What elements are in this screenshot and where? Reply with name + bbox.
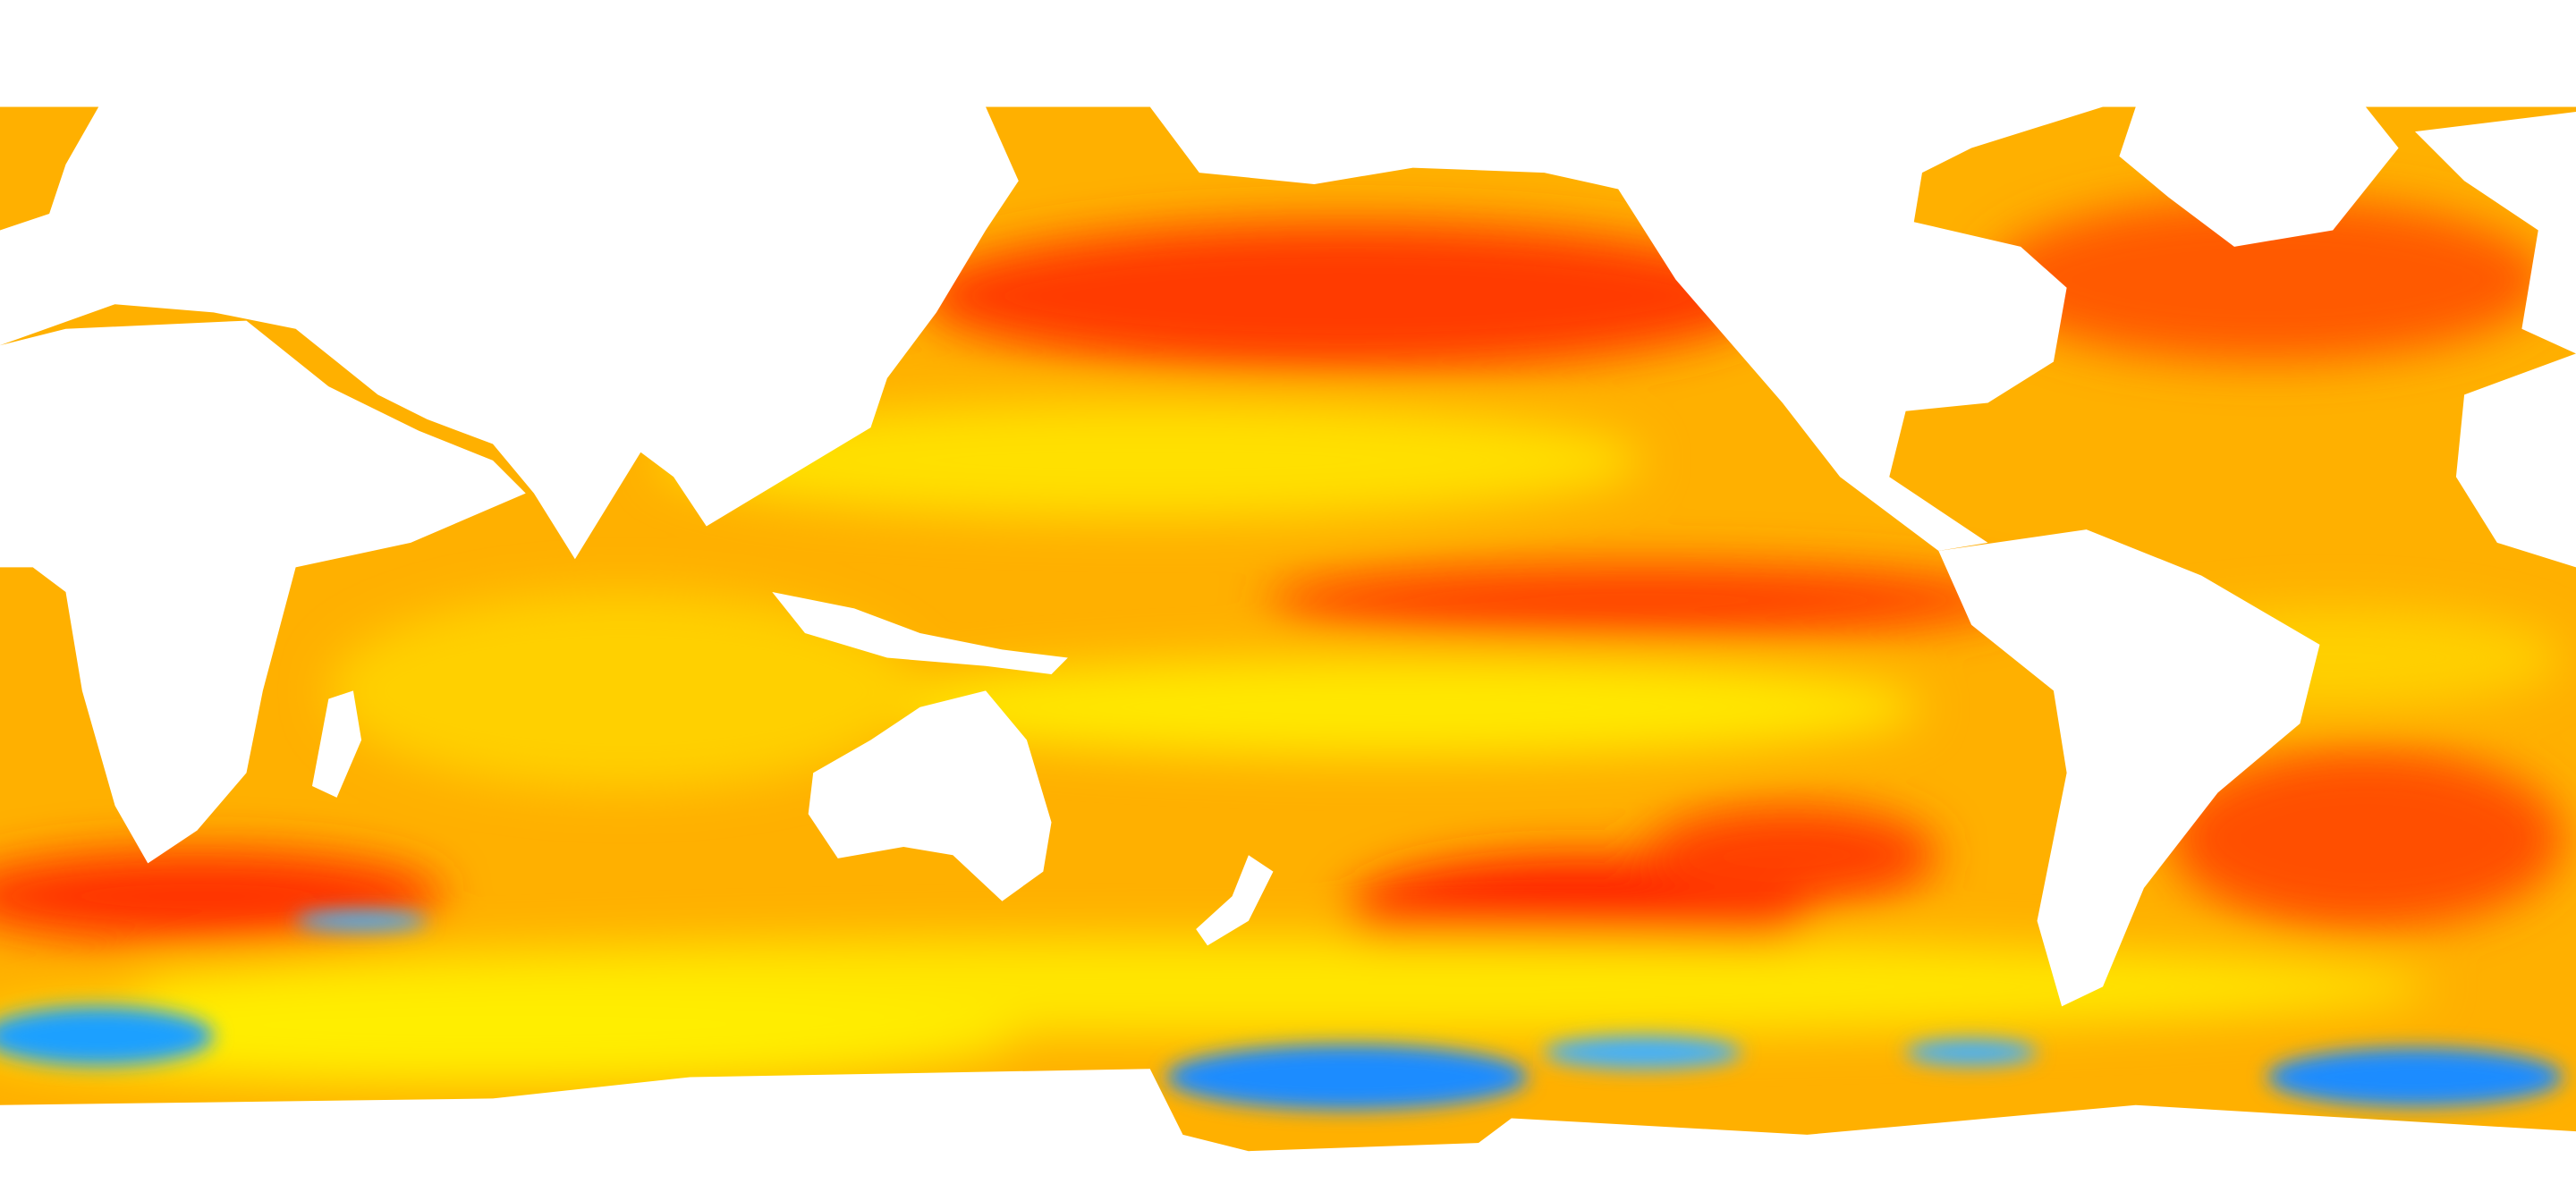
- europe-west: [2415, 112, 2576, 354]
- new-zealand: [1196, 855, 1274, 946]
- indonesia: [772, 592, 1068, 674]
- eurasia: [0, 106, 1019, 560]
- africa: [0, 320, 526, 864]
- west-africa: [2455, 353, 2576, 568]
- australia: [808, 690, 1052, 901]
- anomaly-bands: [0, 197, 2563, 1086]
- greenland: [2119, 106, 2399, 247]
- cold-patches: [0, 910, 2563, 1111]
- south-america: [1938, 529, 2320, 1007]
- north-america: [1149, 106, 2104, 552]
- land-masses: [0, 106, 2576, 1184]
- antarctica: [0, 1069, 2576, 1184]
- madagascar: [311, 690, 362, 798]
